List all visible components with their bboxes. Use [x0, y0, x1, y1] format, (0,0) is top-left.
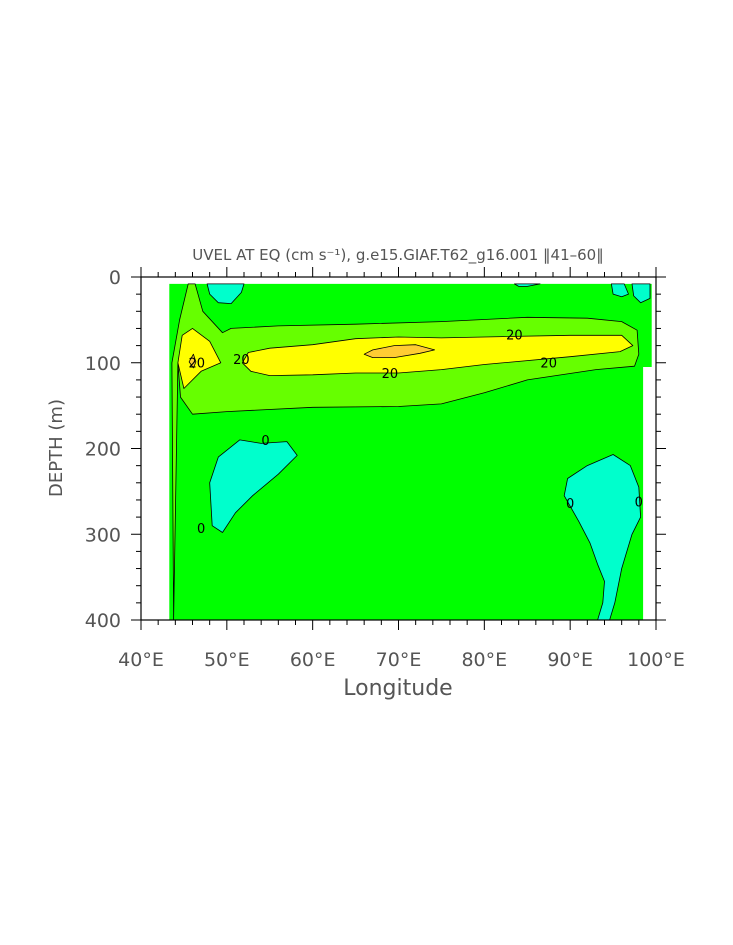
contour-label: 20 — [506, 328, 523, 343]
axis-tick-layer: 40°E 50°E 60°E 70°E 80°E 90°E 100°E01002003004… — [85, 267, 685, 671]
x-tick-label: 40°E — [118, 649, 164, 671]
contour-region-negative — [631, 283, 651, 304]
y-tick-label: 0 — [109, 267, 121, 289]
y-tick-label: 400 — [85, 610, 121, 632]
contour-fill-layer — [169, 283, 652, 621]
x-tick-label: 100°E — [627, 649, 685, 671]
y-tick-label: 300 — [85, 524, 121, 546]
contour-region-negative — [206, 283, 245, 305]
contour-label: 0 — [261, 434, 269, 449]
y-tick-label: 100 — [85, 353, 121, 375]
contour-region-negative — [563, 454, 641, 621]
contour-region-above-30 — [363, 344, 436, 359]
contour-label-layer: 20 20 20 20 20 0 0 0 0 — [189, 328, 643, 537]
contour-label: 0 — [635, 496, 643, 511]
contour-label: 20 — [189, 357, 206, 372]
chart-title: UVEL AT EQ (cm s⁻¹), g.e15.GIAF.T62_g16.… — [192, 246, 603, 265]
x-tick-label: 60°E — [290, 649, 336, 671]
contour-region-negative — [514, 283, 541, 287]
contour-label: 20 — [382, 367, 399, 382]
contour-region-negative — [209, 439, 298, 533]
contour-label: 0 — [197, 522, 205, 537]
x-axis-label: Longitude — [343, 676, 452, 701]
contour-label: 0 — [566, 497, 574, 512]
contour-region-negative — [611, 283, 629, 298]
contour-label: 20 — [540, 357, 557, 372]
x-tick-label: 70°E — [376, 649, 422, 671]
x-tick-label: 50°E — [204, 649, 250, 671]
y-tick-label: 200 — [85, 439, 121, 461]
contour-region-twenty-to-30 — [241, 334, 634, 377]
x-tick-label: 90°E — [547, 649, 593, 671]
contour-region-twenty-to-30 — [177, 327, 222, 389]
y-axis-label: DEPTH (m) — [46, 399, 67, 497]
contour-label: 20 — [233, 353, 250, 368]
contour-region-above-30 — [188, 353, 197, 369]
x-tick-label: 80°E — [461, 649, 507, 671]
